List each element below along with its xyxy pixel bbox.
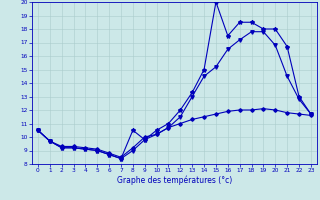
X-axis label: Graphe des températures (°c): Graphe des températures (°c) [117, 175, 232, 185]
